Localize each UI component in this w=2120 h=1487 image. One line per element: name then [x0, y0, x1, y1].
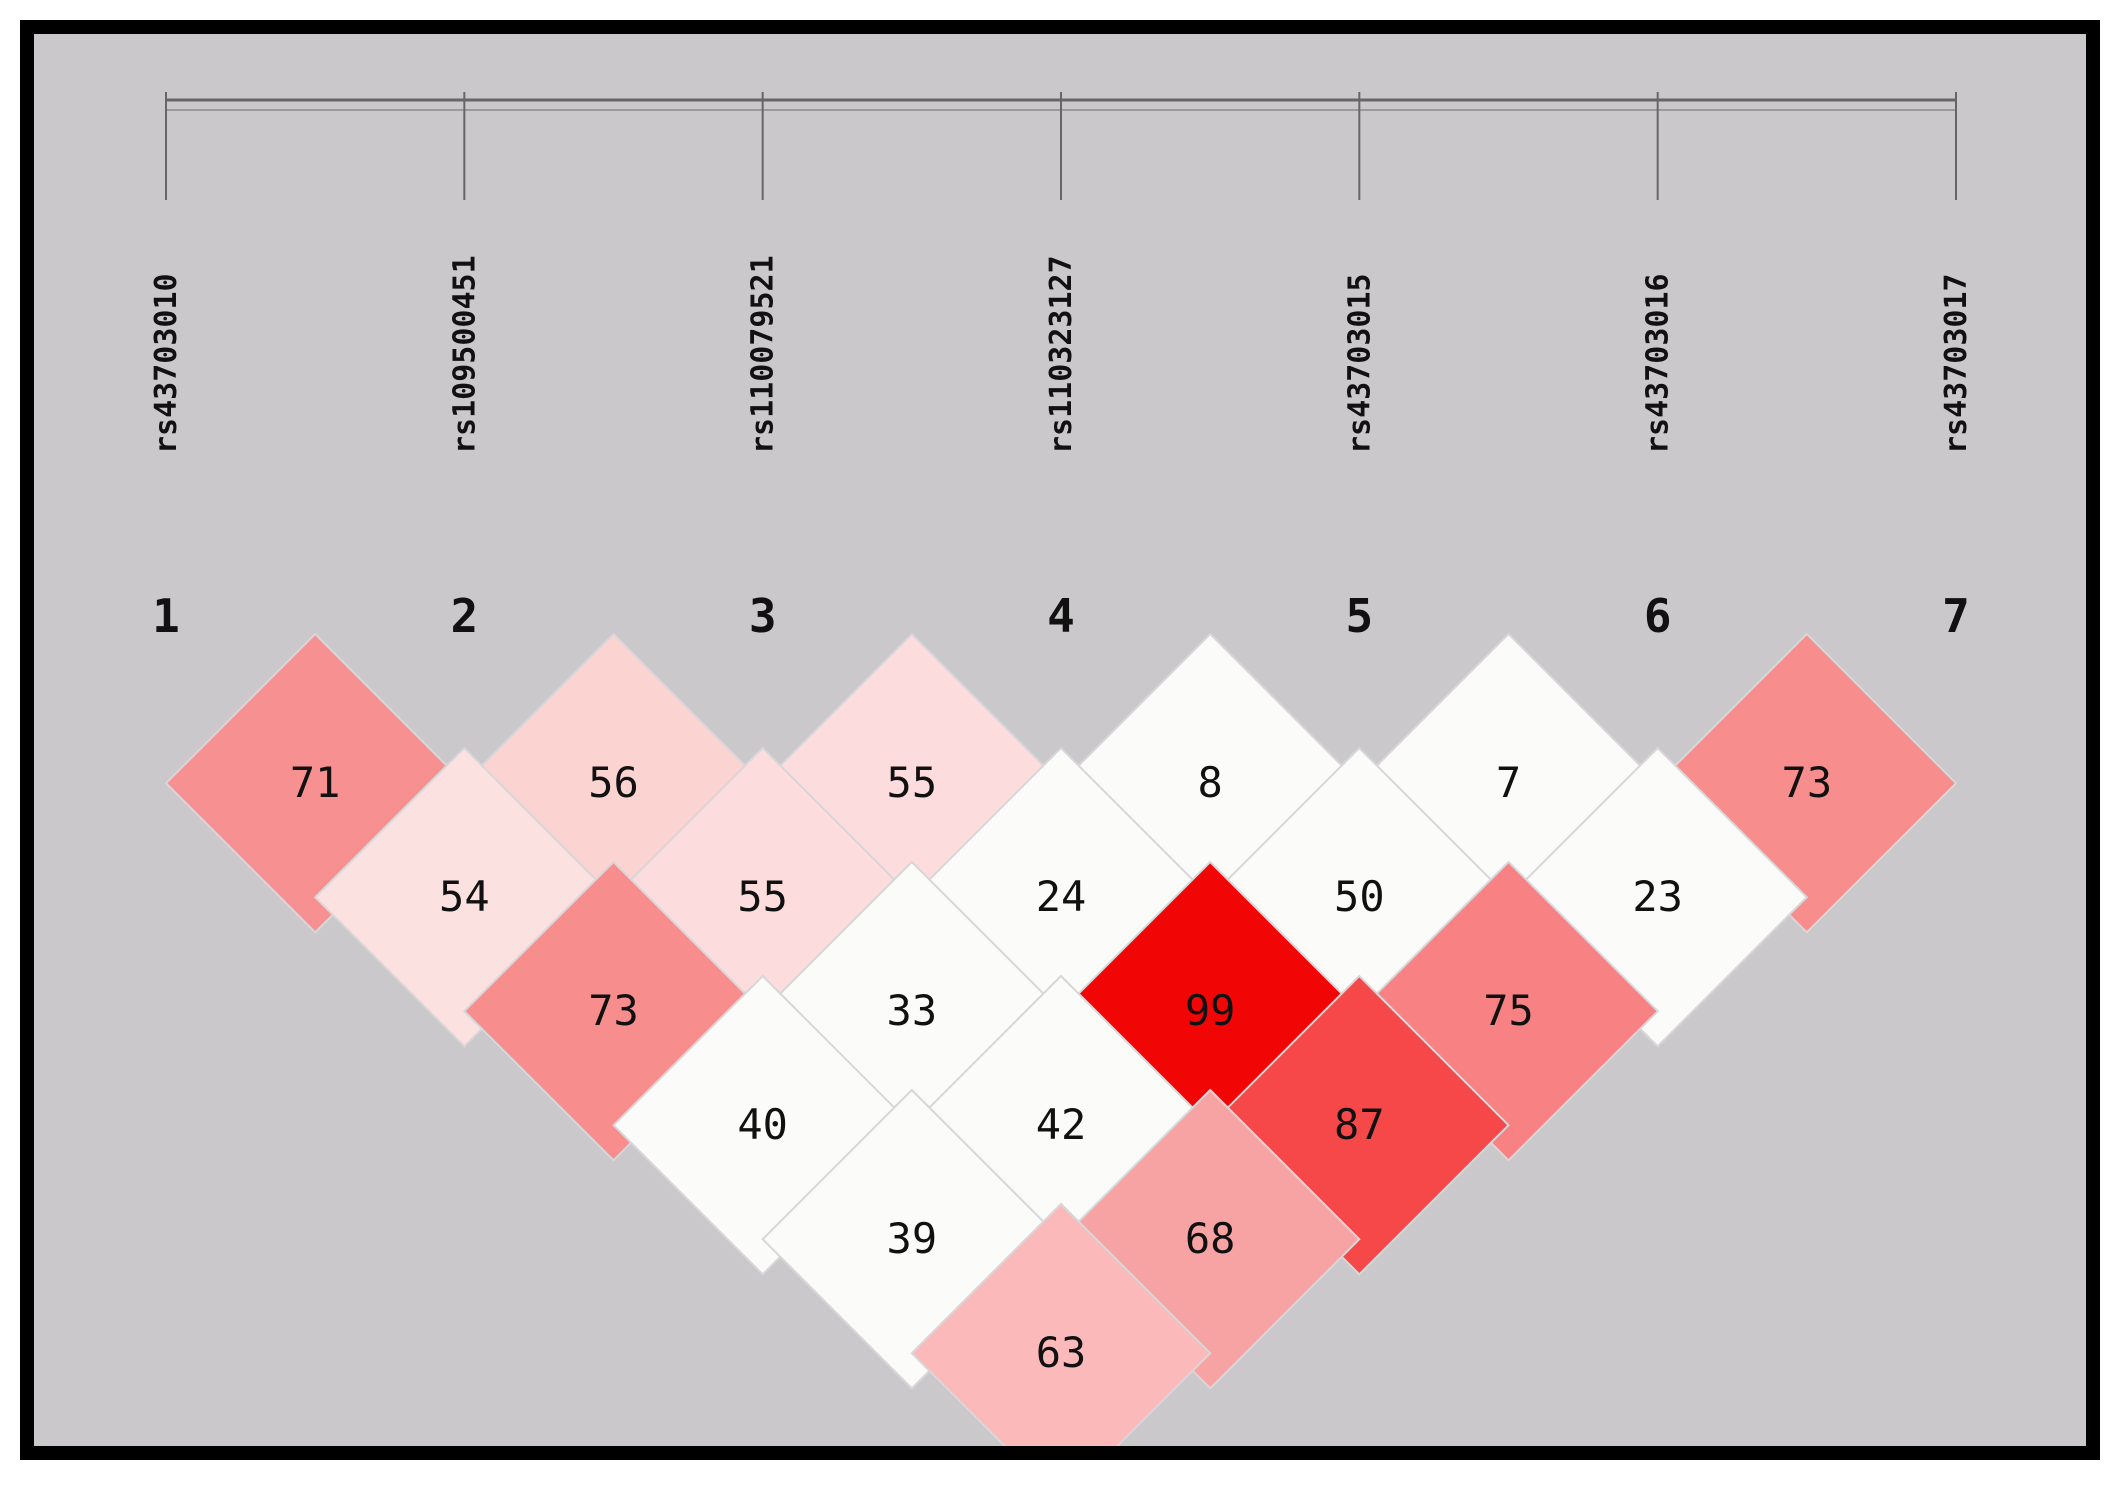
- chart-frame: rs43703010 rs109500451 rs110079521 rs110323…: [20, 20, 2100, 1460]
- snp-index-label: 5: [1345, 589, 1373, 643]
- snp-index-label: 4: [1047, 589, 1075, 643]
- ld-cell-value: 33: [887, 986, 938, 1035]
- ld-cell-value: 54: [439, 872, 490, 921]
- ld-cell: [1059, 1088, 1361, 1390]
- ld-cell-value: 73: [1782, 758, 1833, 807]
- snp-name-label: rs43703017: [1939, 273, 1974, 454]
- snp-index-label: 1: [152, 589, 180, 643]
- ld-cell-value: 55: [887, 758, 938, 807]
- ld-cell-value: 40: [737, 1100, 788, 1149]
- snp-index-label: 2: [450, 589, 478, 643]
- ld-cell-value: 71: [290, 758, 341, 807]
- ld-cell-value: 56: [588, 758, 639, 807]
- ld-heatmap: rs43703010 rs109500451 rs110079521 rs110323…: [149, 92, 1974, 1446]
- ld-cell-value: 42: [1036, 1100, 1087, 1149]
- snp-index-label: 7: [1942, 589, 1970, 643]
- ld-cell: [761, 1088, 1063, 1390]
- snp-name-label: rs43703015: [1342, 273, 1377, 454]
- ld-cell-value: 24: [1036, 872, 1087, 921]
- snp-name-label: rs110079521: [746, 255, 781, 454]
- snp-index-label: 3: [749, 589, 777, 643]
- ld-cell-value: 8: [1198, 758, 1223, 807]
- ld-cell-value: 23: [1632, 872, 1683, 921]
- ld-cell-value: 99: [1185, 986, 1236, 1035]
- ld-cell-value: 63: [1036, 1328, 1087, 1377]
- ld-cell-value: 87: [1334, 1100, 1385, 1149]
- snp-name-label: rs43703010: [149, 273, 184, 454]
- ld-cell-value: 55: [737, 872, 788, 921]
- marker-axis: [165, 92, 1957, 200]
- snp-indices: 1 2 3 4 5 6 7: [152, 589, 1970, 643]
- snp-index-label: 6: [1644, 589, 1672, 643]
- ld-cell-value: 75: [1483, 986, 1534, 1035]
- snp-name-label: rs110323127: [1044, 255, 1079, 454]
- snp-name-label: rs43703016: [1641, 273, 1676, 454]
- ld-cell-value: 73: [588, 986, 639, 1035]
- ld-cell-value: 68: [1185, 1214, 1236, 1263]
- ld-cell-value: 39: [887, 1214, 938, 1263]
- ld-cell-value: 7: [1496, 758, 1521, 807]
- ld-cell-value: 50: [1334, 872, 1385, 921]
- snp-names: rs43703010 rs109500451 rs110079521 rs110323…: [149, 255, 1974, 454]
- ld-cell: [910, 1202, 1212, 1446]
- snp-name-label: rs109500451: [447, 255, 482, 454]
